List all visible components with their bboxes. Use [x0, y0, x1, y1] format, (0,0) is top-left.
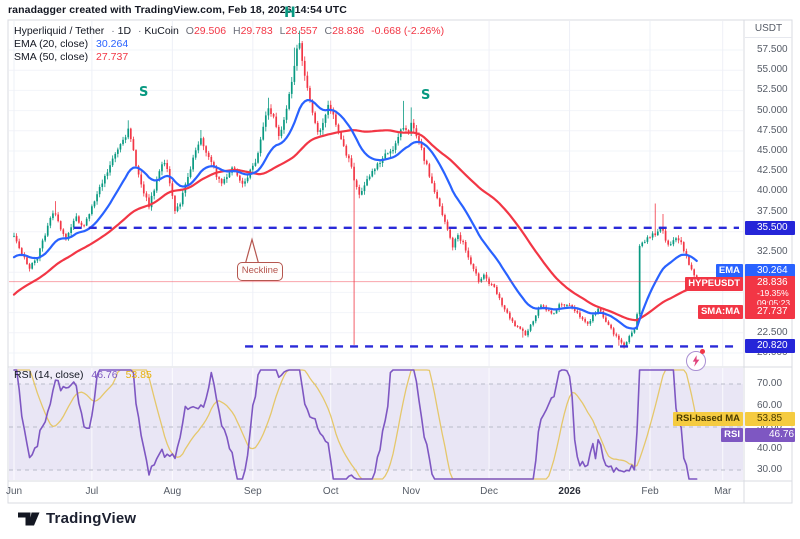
rsi-ma-axis-value: 53.85 — [745, 412, 795, 426]
left-shoulder-label[interactable]: S — [139, 85, 149, 100]
price-tick: 47.500 — [757, 124, 788, 136]
ohlc-c-value: 28.836 — [332, 25, 365, 37]
rsi-legend-value: 46.76 — [91, 369, 118, 381]
ema-legend-value: 30.264 — [96, 38, 129, 50]
bar-countdown: 09:05:23 — [757, 298, 791, 308]
neckline-callout[interactable]: Neckline — [237, 262, 283, 281]
sma-legend-row[interactable]: SMA (50, close) 27.737 — [14, 51, 444, 64]
price-tick: 55.000 — [757, 64, 788, 76]
head-label[interactable]: H — [284, 5, 296, 21]
ema-legend-row[interactable]: EMA (20, close) 30.264 — [14, 38, 444, 51]
legend-sep: · — [137, 25, 142, 37]
last-price-value: 28.836 — [757, 277, 788, 288]
ema-axis-tag: EMA — [715, 264, 743, 278]
time-tick-Jun: Jun — [5, 486, 23, 497]
level-label-20820: 20.820 — [745, 339, 795, 353]
price-axis-unit: USDT — [745, 20, 792, 38]
symbol-exchange: KuCoin — [144, 25, 179, 37]
time-tick-Nov: Nov — [402, 486, 421, 497]
price-tick: 22.500 — [757, 326, 788, 338]
sma-axis-tag: SMA:MA — [697, 305, 743, 319]
symbol-legend[interactable]: Hyperliquid / Tether · 1D · KuCoin O29.5… — [14, 25, 444, 64]
symbol-title: Hyperliquid / Tether — [14, 25, 105, 37]
pane-borders — [7, 19, 793, 504]
tradingview-logo-text: TradingView — [46, 510, 137, 527]
sma-legend-value: 27.737 — [96, 51, 129, 63]
lightning-icon — [692, 355, 700, 367]
ohlc-l-value: 28.557 — [285, 25, 318, 37]
rsi-tick: 70.00 — [757, 378, 783, 389]
rsi-axis-tag: RSI — [721, 428, 743, 442]
ohlc-o-value: 29.506 — [193, 25, 227, 37]
rsi-axis-value: 46.76 — [745, 428, 795, 442]
symbol-axis-tag: HYPEUSDT — [685, 277, 743, 291]
rsi-tick: 50.00 — [757, 421, 783, 432]
legend-sep: · — [111, 25, 115, 37]
rsi-band-bg — [9, 384, 743, 470]
price-tick: 52.500 — [757, 84, 788, 96]
sma-50-line — [12, 129, 698, 322]
change-value: -0.668 (-2.26%) — [371, 25, 445, 37]
rsi-legend[interactable]: RSI (14, close) 46.76 53.85 — [14, 369, 152, 381]
notification-dot — [700, 349, 705, 354]
time-tick-Jul: Jul — [85, 486, 99, 497]
symbol-interval: 1D — [117, 25, 132, 37]
tradingview-logo[interactable]: TradingView — [18, 510, 136, 527]
price-tick: 50.000 — [757, 104, 788, 116]
candlestick-series — [13, 30, 698, 349]
rsi-tick: 60.00 — [757, 399, 783, 411]
last-price-change: -19.35% — [757, 288, 789, 298]
rsi-ma-legend-value: 53.85 — [125, 369, 152, 381]
time-tick-Dec: Dec — [480, 486, 498, 497]
price-tick: 32.500 — [757, 246, 788, 257]
rsi-tick: 30.00 — [757, 464, 783, 475]
time-tick-Mar: Mar — [714, 486, 732, 497]
ohlc-o-label: O — [185, 25, 194, 37]
ema-20-line — [12, 98, 698, 330]
price-tick: 37.500 — [757, 205, 788, 217]
last-price-label: 28.836 -19.35% 09:05:23 — [745, 276, 795, 310]
ema-legend-label: EMA (20, close) — [14, 38, 89, 50]
tradingview-logo-icon — [18, 512, 40, 526]
ohlc-h-label: H — [233, 25, 241, 37]
rsi-tick: 40.00 — [757, 442, 783, 454]
price-tick: 57.500 — [757, 44, 788, 55]
time-tick-Feb: Feb — [641, 486, 659, 497]
price-tick: 42.500 — [757, 165, 788, 177]
price-tick: 40.000 — [757, 185, 788, 197]
ema-axis-value: 30.264 — [745, 264, 795, 278]
attribution-text: ranadagger created with TradingView.com,… — [8, 4, 347, 16]
level-label-35500: 35.500 — [745, 221, 795, 235]
rsi-legend-label: RSI (14, close) — [14, 369, 84, 381]
ohlc-c-label: C — [324, 25, 333, 37]
rsi-line — [13, 369, 698, 480]
ohlc-h-value: 29.783 — [240, 25, 273, 37]
time-tick-2026: 2026 — [558, 486, 581, 497]
time-tick-Aug: Aug — [163, 486, 182, 497]
right-shoulder-label[interactable]: S — [421, 88, 431, 103]
time-tick-Oct: Oct — [322, 486, 339, 497]
ohlc-l-label: L — [279, 25, 286, 37]
quick-action-lightning-button[interactable] — [686, 351, 706, 371]
time-tick-Sep: Sep — [243, 486, 262, 497]
price-tick: 45.000 — [757, 145, 788, 156]
sma-legend-label: SMA (50, close) — [14, 51, 89, 63]
symbol-legend-row: Hyperliquid / Tether · 1D · KuCoin O29.5… — [14, 25, 444, 38]
sma-axis-value: 27.737 — [745, 305, 795, 319]
rsi-ma-axis-tag: RSI-based MA — [673, 412, 743, 426]
